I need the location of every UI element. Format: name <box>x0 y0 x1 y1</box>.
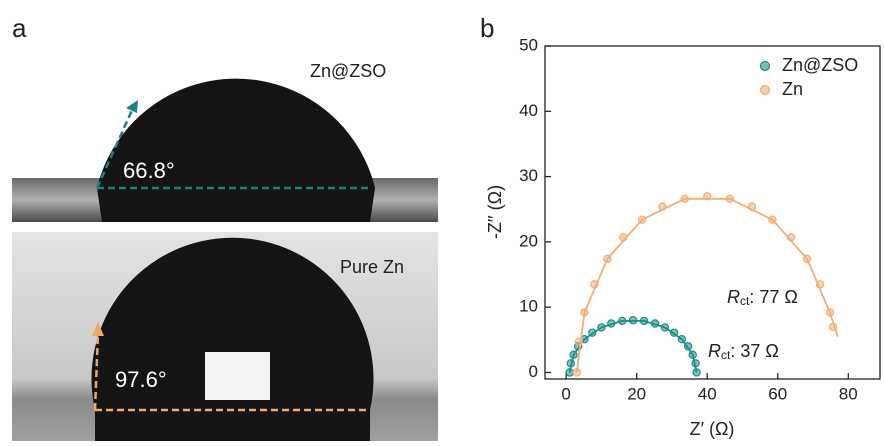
legend-marker <box>759 60 771 72</box>
y-axis-label: -Z′′ (Ω) <box>485 185 505 239</box>
y-tick-label: 20 <box>519 231 538 250</box>
data-point <box>802 254 812 264</box>
data-point <box>825 308 835 317</box>
legend-marker <box>759 84 771 96</box>
data-point <box>637 215 647 224</box>
legend-label: Zn <box>782 79 803 99</box>
photo-label: Zn@ZSO <box>310 61 386 81</box>
annotation: Rct: 77 Ω <box>727 287 798 308</box>
data-point <box>828 322 838 331</box>
data-point <box>669 328 679 337</box>
panel-label: a <box>12 13 27 43</box>
data-point <box>618 316 627 326</box>
data-point <box>786 233 796 242</box>
data-point <box>703 191 712 201</box>
data-point <box>747 202 757 211</box>
fit-line <box>568 319 698 373</box>
data-point <box>574 337 584 346</box>
data-point <box>677 334 687 344</box>
data-point <box>639 316 649 326</box>
data-point <box>650 319 660 328</box>
y-tick-label: 30 <box>519 166 538 185</box>
data-point <box>683 342 693 351</box>
y-tick-label: 0 <box>529 362 538 381</box>
x-tick-label: 0 <box>561 384 570 403</box>
x-tick-label: 60 <box>768 384 787 403</box>
photo-top <box>12 55 438 222</box>
x-axis-label: Z′ (Ω) <box>690 419 735 439</box>
data-point <box>597 323 606 332</box>
contact-angle: 66.8° <box>123 158 175 183</box>
annotation-text: : 37 Ω <box>730 341 778 361</box>
data-point <box>566 359 575 368</box>
panel-label: b <box>480 13 494 43</box>
data-point <box>628 316 638 325</box>
y-tick-label: 40 <box>519 101 538 120</box>
data-point <box>607 319 616 328</box>
y-tick-label: 50 <box>519 35 538 54</box>
annotation-symbol: R <box>708 341 721 361</box>
data-point <box>658 202 667 211</box>
data-point <box>725 194 734 203</box>
legend-label: Zn@ZSO <box>782 55 858 75</box>
data-point <box>580 308 589 317</box>
data-point <box>590 280 599 289</box>
plot-frame <box>544 45 881 380</box>
data-point <box>691 359 700 368</box>
data-point <box>603 254 612 264</box>
x-tick-label: 40 <box>698 384 717 403</box>
data-point <box>569 350 578 360</box>
x-tick-label: 80 <box>839 384 858 403</box>
photo-bottom <box>12 232 438 441</box>
data-point <box>680 194 689 203</box>
data-point <box>572 368 581 377</box>
annotation-text: : 77 Ω <box>749 287 797 307</box>
contact-angle: 97.6° <box>115 367 167 392</box>
annotation: Rct: 37 Ω <box>708 341 779 362</box>
data-point <box>660 323 670 332</box>
annotation-subscript: ct <box>721 348 731 362</box>
data-point <box>815 280 825 289</box>
photo-label: Pure Zn <box>340 257 404 277</box>
annotation-symbol: R <box>727 287 740 307</box>
data-point <box>588 328 597 337</box>
data-point <box>619 233 628 242</box>
data-point <box>565 368 574 377</box>
y-tick-label: 10 <box>519 297 538 316</box>
annotation-subscript: ct <box>740 294 750 308</box>
data-point <box>768 215 777 224</box>
x-tick-label: 20 <box>627 384 646 403</box>
data-point <box>692 368 701 377</box>
data-point <box>688 350 697 360</box>
